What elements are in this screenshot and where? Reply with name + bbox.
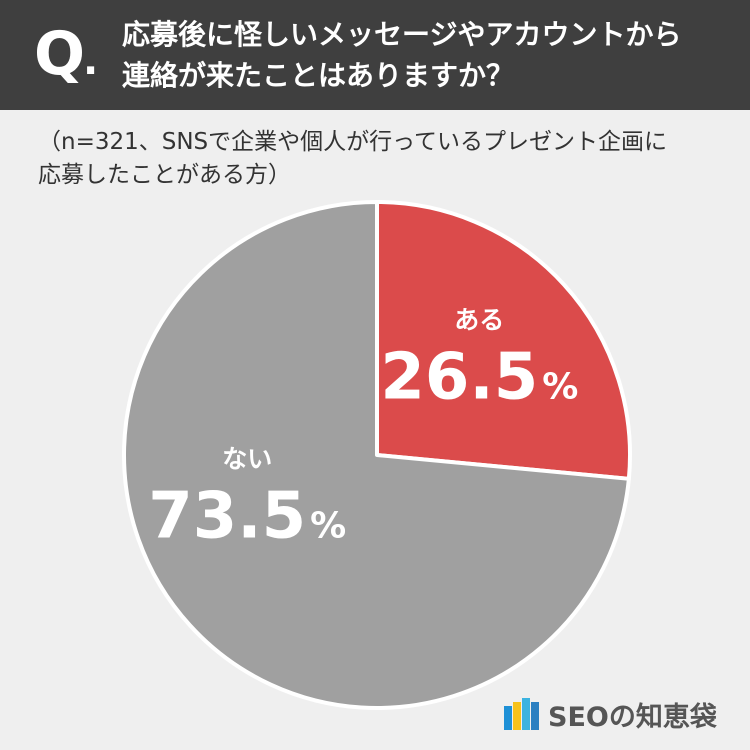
brand-name: SEOの知恵袋 xyxy=(548,701,717,733)
pie-slice-2 xyxy=(122,200,631,710)
brand-logo-icon xyxy=(504,698,539,730)
slice-label-1: ある xyxy=(454,305,504,334)
q-mark: Q. xyxy=(34,18,98,97)
pie-slice-1 xyxy=(375,200,632,481)
question-header: Q. 応募後に怪しいメッセージやアカウントから 連絡が来たことはありますか？ xyxy=(0,0,750,110)
slice-label-2: ない xyxy=(222,444,272,473)
q-dot: . xyxy=(83,38,98,84)
brand-logo: SEOの知恵袋 xyxy=(504,694,717,734)
slice-value-2: 73.5% xyxy=(148,479,346,553)
q-letter: Q xyxy=(34,19,85,89)
question-text: 応募後に怪しいメッセージやアカウントから 連絡が来たことはありますか？ xyxy=(122,18,682,92)
slice-value-1: 26.5% xyxy=(380,340,578,414)
sample-note: （n=321、SNSで企業や個人が行っているプレゼント企画に 応募したことがある… xyxy=(38,129,668,188)
